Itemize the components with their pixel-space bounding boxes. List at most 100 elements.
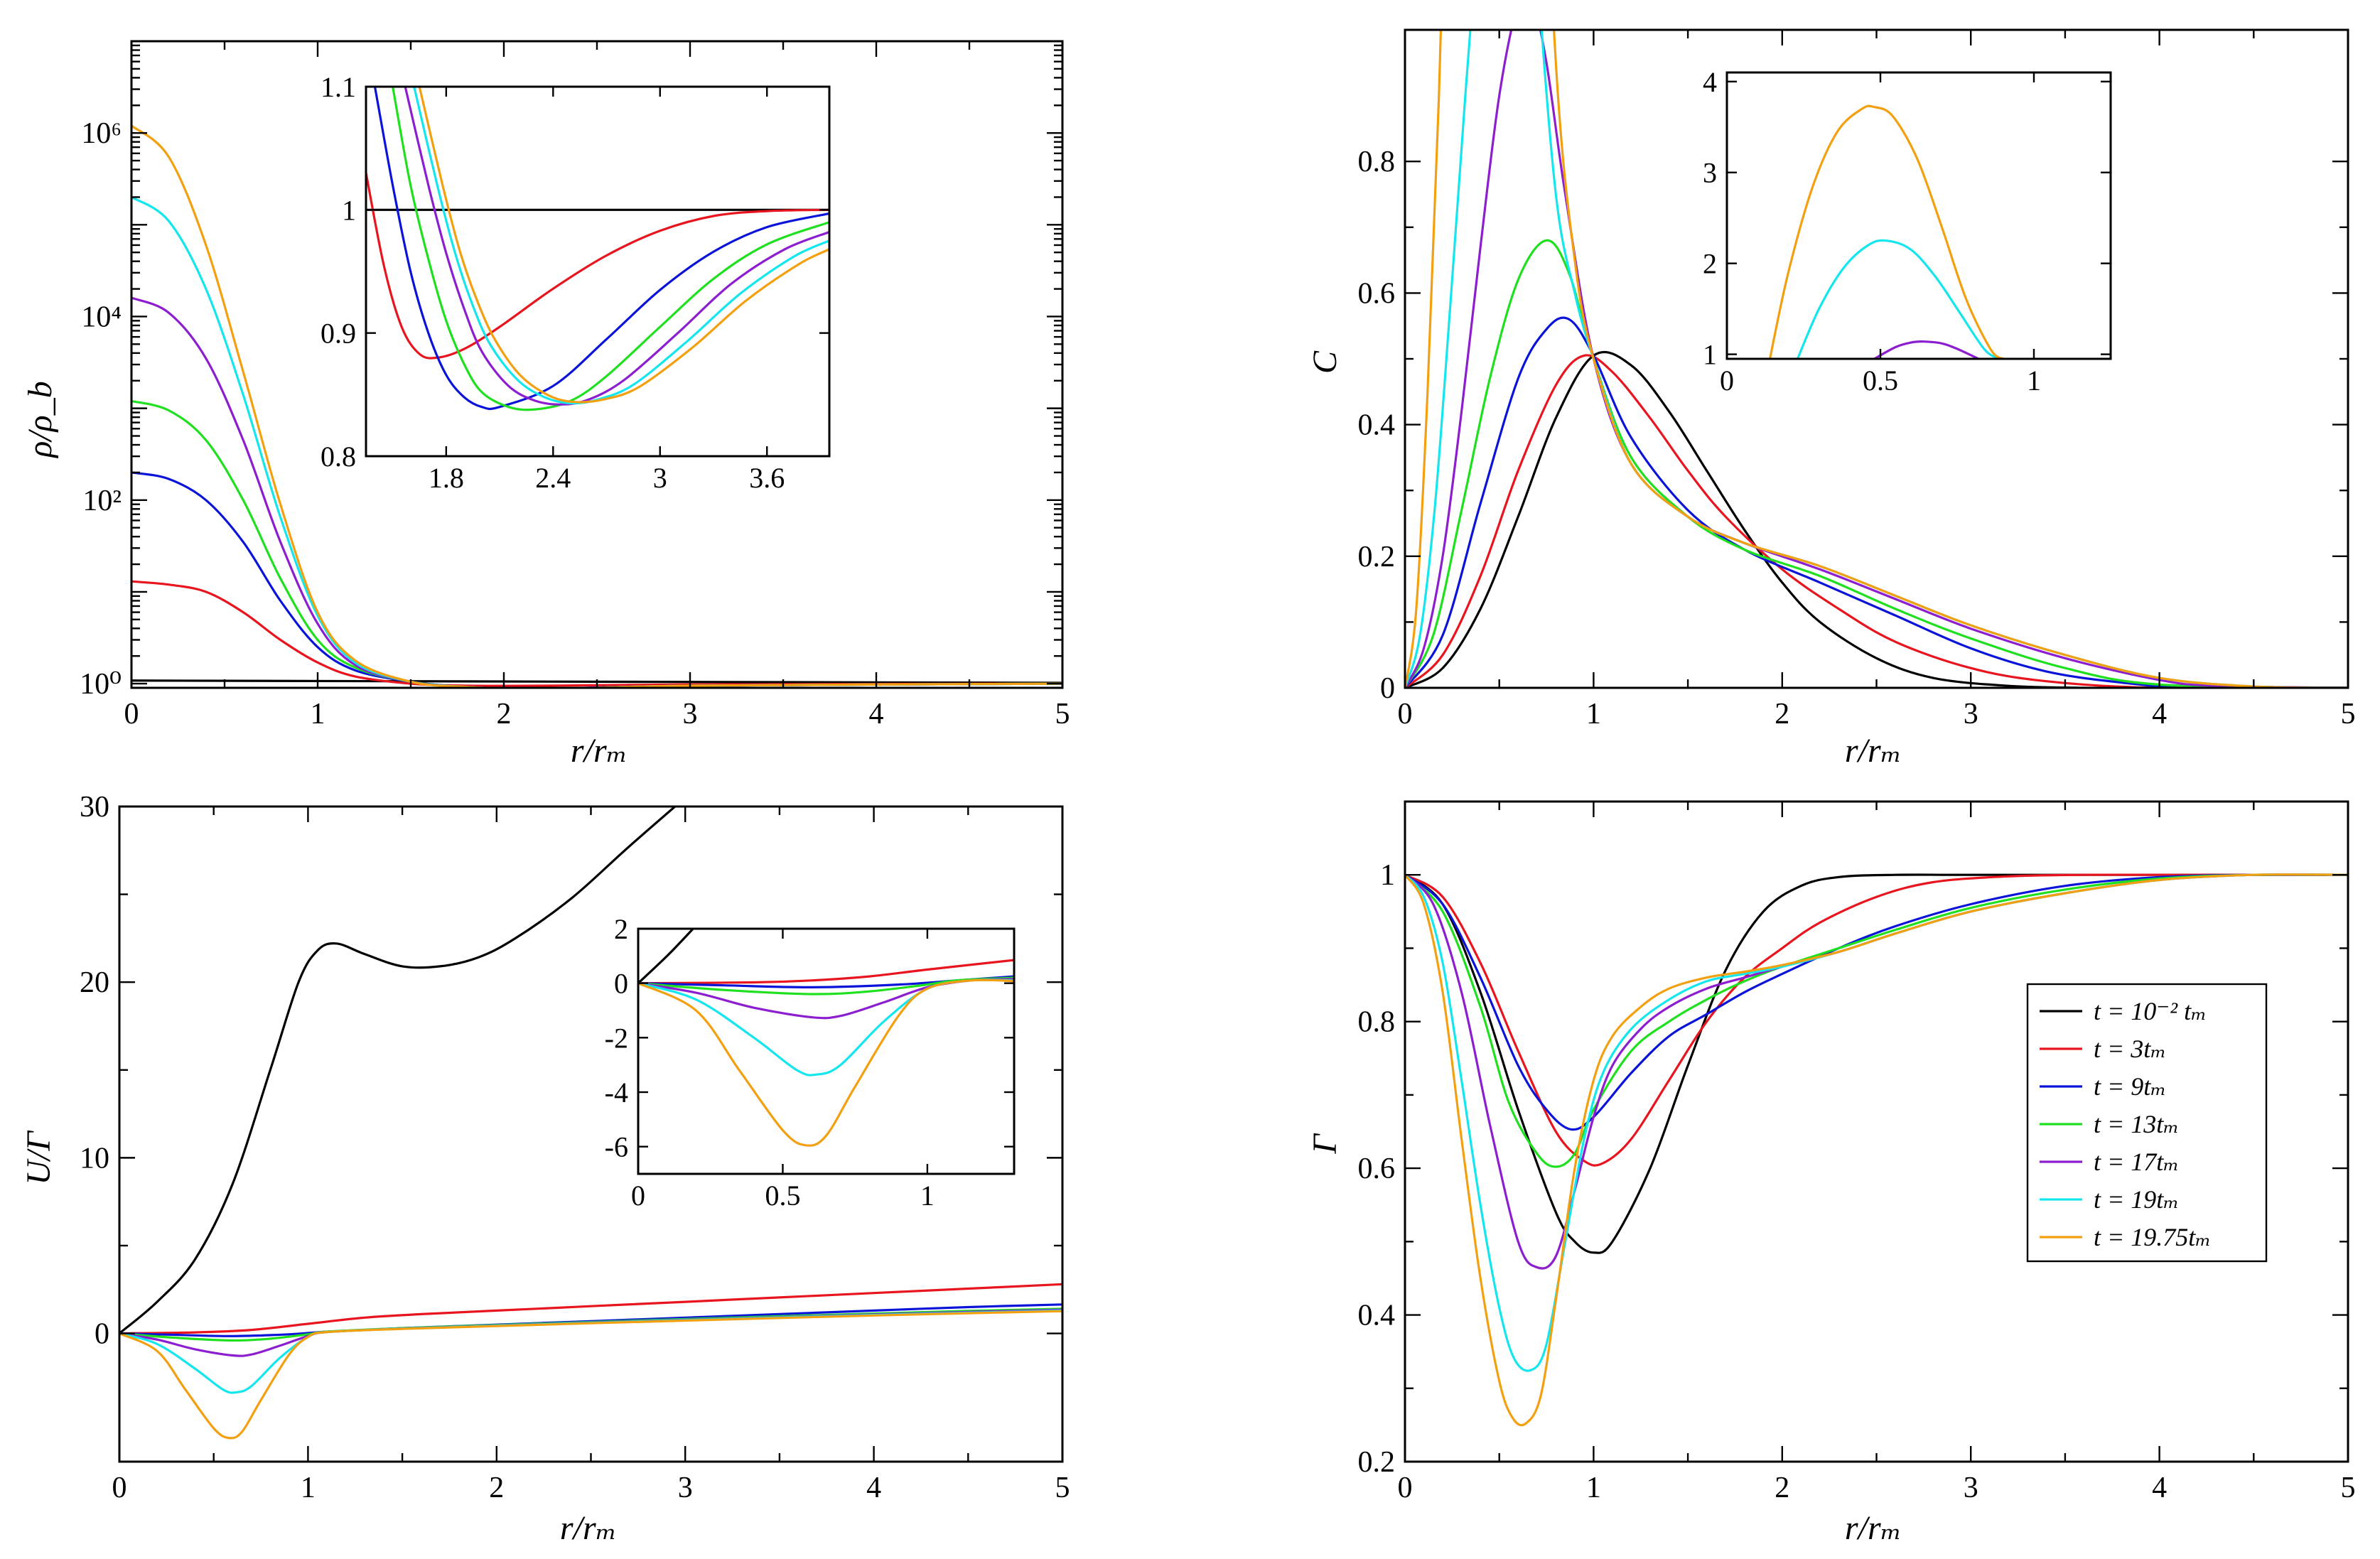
potential-inset-series-group xyxy=(638,929,1014,1147)
density-inset-series-green-line xyxy=(392,87,829,411)
density-series-group xyxy=(131,124,1062,688)
potential-y-axis-label: U/Γ xyxy=(20,1131,58,1185)
density-plot-area: 0 1 2 3 4 5 10⁰ 10² 10⁴ 10⁶ xyxy=(80,40,1070,730)
legend-label-3: t = 13tₘ xyxy=(2094,1110,2179,1138)
potential-ytick-label: 0 xyxy=(95,1318,109,1351)
compactness-inset-series-purple-line xyxy=(1873,340,1979,359)
gamma-ytick-label: 0.4 xyxy=(1358,1300,1396,1332)
potential-inset-ytick-label: 0 xyxy=(614,968,628,1000)
density-xtick-label: 2 xyxy=(497,698,512,730)
potential-inset-xtick-label: 0 xyxy=(631,1180,645,1212)
compactness-inset-ytick-label: 3 xyxy=(1703,157,1717,189)
potential-inset: 0 0.5 1 -6 -4 -2 0 2 xyxy=(605,913,1016,1212)
compactness-xtick-label: 3 xyxy=(1964,698,1978,730)
compactness-xtick-label: 5 xyxy=(2341,698,2356,730)
compactness-inset-ytick-label: 1 xyxy=(1703,339,1717,371)
compactness-series-green-line xyxy=(1405,239,2348,688)
gamma-ytick-label: 0.6 xyxy=(1358,1153,1396,1185)
potential-series-red-line xyxy=(119,1283,1062,1335)
potential-inset-series-black-line xyxy=(638,929,694,984)
gamma-series-group xyxy=(1405,873,2348,1427)
potential-xtick-label: 0 xyxy=(112,1472,127,1504)
gamma-ytick-label: 1 xyxy=(1380,859,1395,892)
potential-ytick-label: 30 xyxy=(80,791,109,824)
compactness-ytick-label: 0.6 xyxy=(1358,277,1396,310)
density-panel: 0 1 2 3 4 5 10⁰ 10² 10⁴ 10⁶ r/rₘ ρ/ρ_b 1.8 2.4 3 3.6… xyxy=(21,40,1070,770)
density-inset-xtick-label: 3.6 xyxy=(749,462,785,494)
gamma-series-green-line xyxy=(1405,873,2348,1168)
potential-series-black-line xyxy=(119,807,677,1334)
potential-panel: 0 1 2 3 4 5 0 10 20 30 r/rₘ U/Γ 0 0.5 1 -6 -4 -2 0 2 xyxy=(20,791,1070,1547)
compactness-ytick-label: 0.8 xyxy=(1358,146,1396,178)
density-inset-series-purple-line xyxy=(404,87,829,406)
compactness-ytick-label: 0 xyxy=(1380,672,1395,705)
gamma-x-axis-label: r/rₘ xyxy=(1845,1509,1902,1547)
density-xtick-label: 0 xyxy=(124,698,139,730)
density-inset-series-red-line xyxy=(366,172,829,360)
potential-ytick-label: 20 xyxy=(80,966,109,999)
potential-inset-xtick-label: 0.5 xyxy=(765,1180,800,1212)
compactness-inset-xtick-label: 0.5 xyxy=(1863,365,1898,397)
legend: t = 10⁻² tₘ t = 3tₘ t = 9tₘ t = 13tₘ t =… xyxy=(2026,983,2268,1263)
potential-xtick-label: 4 xyxy=(866,1472,881,1504)
potential-inset-series-green-line xyxy=(638,976,1014,996)
gamma-series-orange-line xyxy=(1405,873,2348,1427)
potential-inset-series-orange-line xyxy=(638,978,1014,1147)
density-inset-series-cyan-line xyxy=(413,87,829,405)
density-ytick-label: 10⁶ xyxy=(81,117,122,150)
legend-label-4: t = 17tₘ xyxy=(2094,1148,2179,1176)
compactness-ytick-label: 0.4 xyxy=(1358,409,1396,442)
density-x-axis-label: r/rₘ xyxy=(571,732,628,770)
gamma-panel: 0 1 2 3 4 5 0.2 0.4 0.6 0.8 1 r/rₘ Γ t = 10⁻² tₘ t… xyxy=(1306,800,2356,1547)
legend-label-2: t = 9tₘ xyxy=(2094,1072,2166,1101)
compactness-inset-series-cyan-line xyxy=(1796,239,2001,359)
potential-inset-ytick-label: -6 xyxy=(605,1131,628,1163)
density-ytick-label: 10² xyxy=(82,485,122,517)
gamma-xtick-label: 3 xyxy=(1964,1472,1978,1504)
density-inset-xtick-label: 3 xyxy=(653,462,667,494)
compactness-inset-ytick-label: 2 xyxy=(1703,248,1717,280)
gamma-series-red-line xyxy=(1405,873,2348,1167)
legend-box xyxy=(2026,983,2268,1263)
legend-label-0: t = 10⁻² tₘ xyxy=(2094,997,2207,1025)
density-inset-ytick-label: 0.9 xyxy=(321,318,356,350)
gamma-xtick-label: 5 xyxy=(2341,1472,2356,1504)
compactness-xtick-label: 0 xyxy=(1398,698,1413,730)
potential-x-axis-label: r/rₘ xyxy=(560,1509,617,1547)
density-xtick-label: 1 xyxy=(311,698,325,730)
potential-inset-background xyxy=(638,929,1014,1174)
potential-inset-ytick-label: -4 xyxy=(605,1077,628,1108)
density-inset-ytick-label: 1 xyxy=(342,194,356,226)
legend-label-1: t = 3tₘ xyxy=(2094,1035,2166,1063)
density-series-red-line xyxy=(131,580,1062,687)
compactness-xtick-label: 2 xyxy=(1775,698,1789,730)
potential-inset-ytick-label: 2 xyxy=(614,913,628,945)
compactness-inset-background xyxy=(1727,72,2111,359)
compactness-inset-series-orange-line xyxy=(1768,104,2004,359)
gamma-xtick-label: 0 xyxy=(1398,1472,1413,1504)
density-inset-xtick-label: 2.4 xyxy=(535,462,571,494)
legend-label-6: t = 19.75tₘ xyxy=(2094,1223,2211,1251)
gamma-xtick-label: 4 xyxy=(2152,1472,2167,1504)
compactness-x-axis-label: r/rₘ xyxy=(1845,732,1902,770)
density-inset-frame xyxy=(365,85,831,458)
compactness-series-red-line xyxy=(1405,354,2348,688)
density-xtick-label: 5 xyxy=(1055,698,1070,730)
density-inset: 1.8 2.4 3 3.6 0.8 0.9 1 1.1 xyxy=(321,71,831,494)
density-inset-ytick-label: 0.8 xyxy=(321,441,356,473)
density-series-orange-line xyxy=(131,124,1062,688)
legend-label-5: t = 19tₘ xyxy=(2094,1185,2179,1214)
compactness-inset-xtick-label: 1 xyxy=(2027,365,2041,397)
gamma-ytick-label: 0.8 xyxy=(1358,1006,1396,1039)
compactness-ytick-label: 0.2 xyxy=(1358,541,1396,573)
compactness-xtick-label: 1 xyxy=(1586,698,1601,730)
compactness-plot-area: 0 1 2 3 4 500.20.40.60.8 xyxy=(1358,28,2356,730)
compactness-inset-xtick-label: 0 xyxy=(1720,365,1734,397)
potential-xtick-label: 3 xyxy=(678,1472,693,1504)
gamma-series-black-line xyxy=(1405,873,2348,1254)
gamma-series-blue-line xyxy=(1405,873,2348,1131)
potential-series-group xyxy=(119,807,1062,1440)
density-inset-series-group xyxy=(366,87,829,411)
